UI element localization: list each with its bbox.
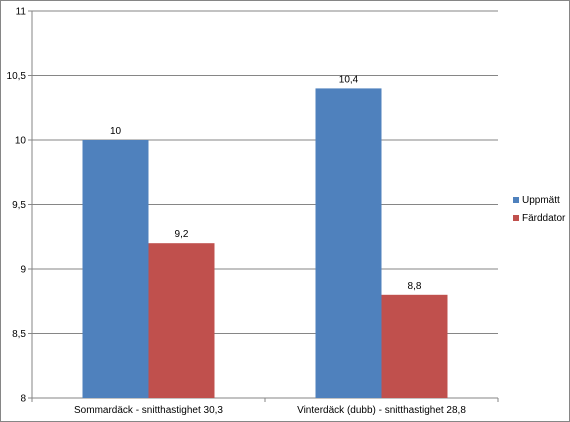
y-tick-label: 11 <box>16 7 27 18</box>
x-category-label: Sommardäck - snitthastighet 30,3 <box>74 405 223 416</box>
data-label: 10 <box>110 126 122 137</box>
y-tick-label: 9,5 <box>12 200 26 211</box>
bar-färddator <box>148 243 215 398</box>
data-label: 8,8 <box>408 281 422 292</box>
x-category-label: Vinterdäck (dubb) - snitthastighet 28,8 <box>297 405 466 416</box>
y-tick-label: 8 <box>20 394 26 405</box>
data-label: 9,2 <box>175 229 189 240</box>
bar-uppmätt <box>82 140 149 398</box>
y-tick-label: 10 <box>15 136 27 147</box>
legend-label: Färddator <box>522 213 566 224</box>
bar-färddator <box>381 294 448 398</box>
y-tick-label: 9 <box>20 265 26 276</box>
legend-label: Uppmätt <box>522 195 560 206</box>
data-label: 10,4 <box>339 74 359 85</box>
legend-swatch <box>513 215 519 221</box>
bar-uppmätt <box>315 88 382 399</box>
legend-swatch <box>513 197 519 203</box>
y-tick-label: 8,5 <box>12 329 26 340</box>
y-tick-label: 10,5 <box>7 71 27 82</box>
